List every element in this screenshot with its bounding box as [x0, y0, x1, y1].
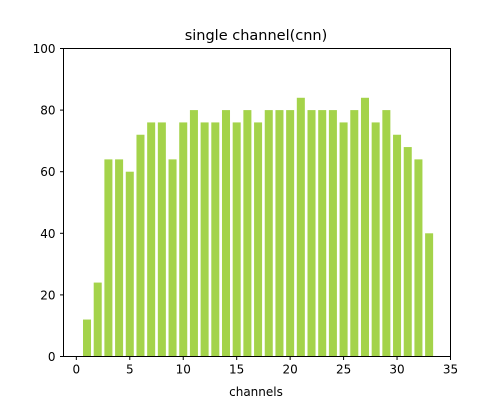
x-tick-label: 15 — [229, 363, 244, 377]
bar-channel-26 — [350, 110, 359, 357]
bar-channel-7 — [147, 122, 156, 357]
bar-channel-10 — [179, 122, 188, 357]
y-tick-label: 40 — [40, 227, 55, 241]
bar-channel-4 — [115, 159, 124, 357]
x-tick-label: 0 — [73, 363, 81, 377]
bar-channel-30 — [393, 134, 402, 357]
bar-channel-28 — [371, 122, 380, 357]
chart-title: single channel(cnn) — [185, 28, 328, 44]
bar-channel-24 — [328, 110, 337, 357]
y-tick-label: 20 — [40, 288, 55, 302]
bar-channel-13 — [211, 122, 220, 357]
bar-channel-1 — [83, 319, 92, 357]
bar-channel-29 — [382, 110, 391, 357]
x-tick-label: 20 — [283, 363, 298, 377]
bar-channel-33 — [425, 233, 434, 357]
x-tick-label: 35 — [443, 363, 458, 377]
bar-channel-6 — [136, 134, 145, 357]
y-tick-label: 100 — [33, 42, 56, 56]
bar-channel-31 — [403, 147, 412, 357]
bar-channel-11 — [189, 110, 198, 357]
bar-channel-2 — [93, 282, 102, 357]
x-tick-label: 30 — [389, 363, 404, 377]
plot-frame — [63, 48, 451, 357]
x-tick-label: 10 — [176, 363, 191, 377]
bar-channel-17 — [254, 122, 263, 357]
bar-channel-20 — [286, 110, 295, 357]
bar-channel-12 — [200, 122, 209, 357]
bar-channel-22 — [307, 110, 316, 357]
bar-channel-8 — [157, 122, 166, 357]
bar-channel-21 — [296, 97, 305, 357]
y-tick-label: 0 — [48, 350, 56, 364]
bar-channel-9 — [168, 159, 177, 357]
y-tick-label: 80 — [40, 104, 55, 118]
bar-channel-5 — [125, 171, 134, 357]
bar-channel-18 — [264, 110, 273, 357]
bar-channel-25 — [339, 122, 348, 357]
x-tick-label: 25 — [336, 363, 351, 377]
bar-channel-3 — [104, 159, 113, 357]
y-tick-label: 60 — [40, 165, 55, 179]
bar-channel-19 — [275, 110, 284, 357]
bar-channel-23 — [318, 110, 327, 357]
x-tick-label: 5 — [126, 363, 134, 377]
bar-channel-15 — [232, 122, 241, 357]
x-axis-label: channels — [229, 385, 283, 399]
x-axis: 0 5 10 15 20 25 30 35 — [73, 356, 458, 377]
bar-channel-32 — [414, 159, 423, 357]
bars-group — [83, 97, 434, 357]
y-axis: 0 20 40 60 80 100 — [33, 42, 64, 364]
bar-channel-14 — [221, 110, 231, 357]
bar-channel-16 — [243, 110, 252, 357]
bar-channel-27 — [360, 97, 369, 357]
